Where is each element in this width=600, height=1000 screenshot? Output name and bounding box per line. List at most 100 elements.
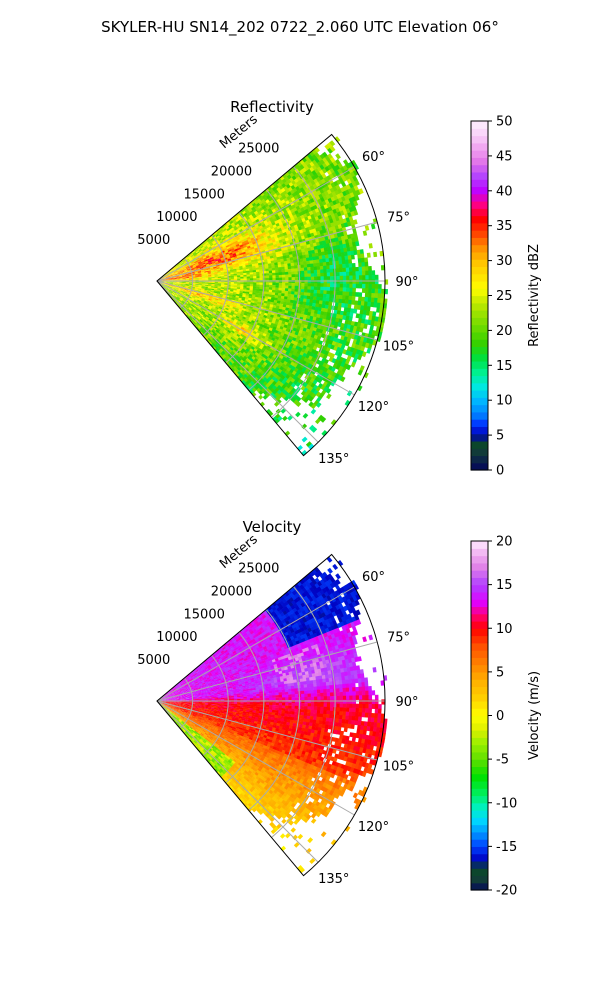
reflectivity-gate [175, 273, 179, 275]
reflectivity-gate [224, 250, 229, 254]
reflectivity-gate [245, 241, 250, 246]
reflectivity-gate [340, 186, 346, 193]
reflectivity-gate [371, 279, 376, 285]
reflectivity-gate [288, 274, 292, 278]
angle-tick-label: 75° [387, 210, 410, 225]
reflectivity-gate [224, 243, 229, 247]
reflectivity-gate [317, 276, 321, 281]
reflectivity-gate [275, 269, 279, 273]
reflectivity-gate [244, 239, 249, 244]
reflectivity-gate [193, 266, 197, 269]
reflectivity-gate [345, 287, 350, 293]
reflectivity-gate [256, 273, 260, 277]
colorbar-segment [471, 171, 488, 180]
colorbar-tick-label: 5 [496, 429, 504, 444]
reflectivity-gate [326, 142, 333, 149]
reflectivity-gate [259, 275, 264, 279]
reflectivity-gate [173, 268, 177, 271]
reflectivity-gate [307, 279, 312, 284]
reflectivity-gate [200, 258, 204, 262]
reflectivity-gate [203, 257, 207, 260]
reflectivity-gate [351, 196, 357, 203]
reflectivity-gate [323, 283, 328, 288]
reflectivity-gate [251, 239, 256, 243]
reflectivity-gate [304, 270, 308, 275]
reflectivity-gate [366, 252, 371, 258]
reflectivity-gate [304, 289, 308, 293]
reflectivity-gate [208, 253, 213, 257]
reflectivity-gate [260, 221, 265, 226]
reflectivity-gate [329, 145, 336, 152]
reflectivity-gate [347, 303, 352, 309]
reflectivity-gate [342, 263, 346, 269]
radial-tick-label: 10000 [156, 210, 197, 225]
reflectivity-gate [189, 258, 193, 261]
reflectivity-gate [212, 241, 217, 245]
reflectivity-gate [330, 283, 334, 288]
reflectivity-gate [166, 276, 170, 278]
reflectivity-gate [361, 266, 366, 272]
reflectivity-gate [221, 231, 226, 235]
reflectivity-gate [310, 266, 314, 271]
reflectivity-gate [189, 259, 194, 262]
reflectivity-gate [359, 279, 363, 285]
reflectivity-gate [229, 238, 234, 242]
reflectivity-gate [208, 260, 212, 263]
reflectivity-gate [335, 153, 341, 160]
radial-tick-label: 20000 [211, 164, 252, 179]
reflectivity-gate [175, 267, 180, 270]
reflectivity-gate [338, 177, 345, 184]
reflectivity-gate [168, 273, 172, 276]
reflectivity-gate [342, 291, 347, 296]
reflectivity-gate [233, 254, 237, 258]
reflectivity-gate [243, 278, 248, 281]
reflectivity-gate [310, 276, 315, 281]
reflectivity-gate [233, 275, 238, 278]
reflectivity-gate [182, 259, 186, 262]
reflectivity-gate [319, 265, 324, 270]
reflectivity-gate [265, 270, 270, 274]
reflectivity-gate [337, 188, 343, 194]
reflectivity-gate [182, 265, 186, 268]
reflectivity-gate [362, 283, 366, 289]
reflectivity-gate [253, 228, 258, 232]
reflectivity-gate [211, 260, 216, 263]
reflectivity-gate [307, 283, 312, 287]
reflectivity-gate [183, 260, 187, 264]
reflectivity-gate [253, 276, 257, 279]
reflectivity-gate [339, 275, 344, 280]
reflectivity-gate [324, 166, 330, 172]
reflectivity-gate [288, 277, 292, 281]
reflectivity-gate [325, 261, 330, 266]
colorbar-segment [471, 397, 488, 406]
reflectivity-gate [292, 231, 298, 236]
reflectivity-gate [221, 237, 226, 241]
reflectivity-gate [211, 261, 216, 264]
reflectivity-gate [224, 241, 229, 245]
reflectivity-gate [294, 274, 299, 278]
reflectivity-gate [358, 283, 363, 289]
reflectivity-gate [234, 250, 239, 254]
colorbar-segment [471, 128, 488, 137]
reflectivity-gate [352, 279, 357, 285]
reflectivity-gate [217, 258, 222, 261]
reflectivity-gate [225, 221, 230, 225]
reflectivity-gate [167, 271, 171, 275]
reflectivity-gate [278, 277, 283, 281]
reflectivity-gate [235, 251, 240, 255]
reflectivity-gate [313, 178, 319, 184]
reflectivity-gate [167, 271, 171, 274]
reflectivity-gate [303, 292, 308, 296]
reflectivity-gate [169, 275, 173, 278]
reflectivity-gate [170, 269, 174, 273]
reflectivity-gate [164, 273, 168, 276]
reflectivity-gate [224, 279, 228, 281]
reflectivity-gate [294, 280, 299, 284]
reflectivity-gate [230, 233, 235, 238]
reflectivity-gate [169, 275, 173, 277]
reflectivity-gate [201, 254, 206, 257]
reflectivity-gate [342, 275, 347, 280]
reflectivity-gate [172, 268, 177, 271]
radial-tick-label: 25000 [238, 142, 279, 157]
reflectivity-gate [209, 254, 213, 258]
